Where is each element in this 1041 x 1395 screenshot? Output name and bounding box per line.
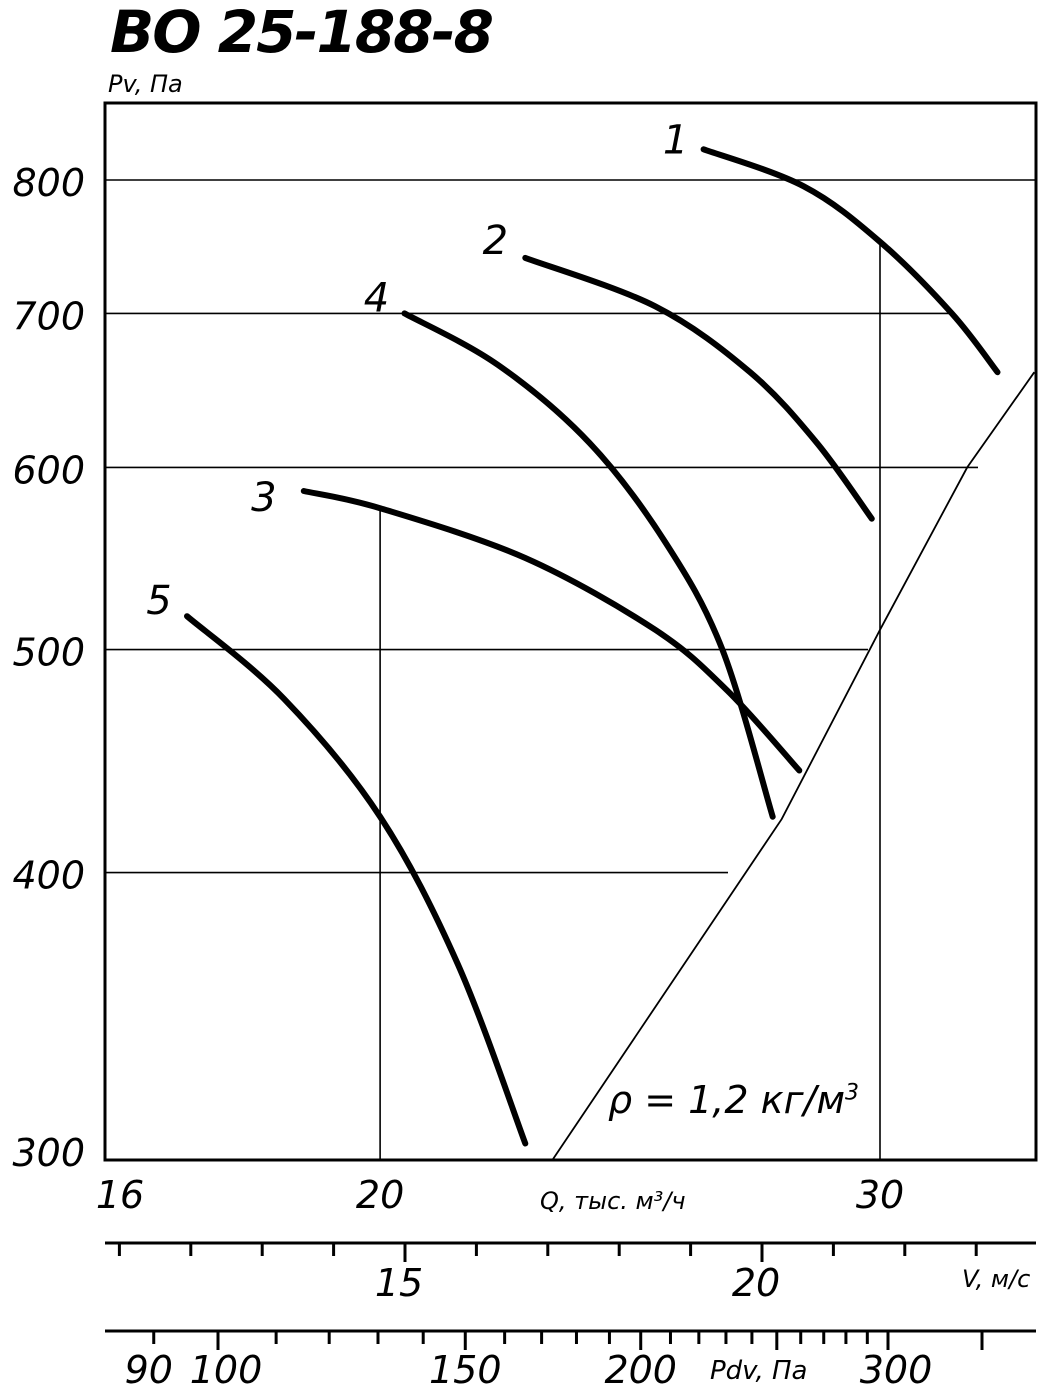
curve-label-4: 4 — [364, 275, 389, 321]
pdv-label-100: 100 — [190, 1348, 263, 1392]
v-axis-label: V, м/с — [962, 1265, 1031, 1293]
y-axis-label: Pv, Па — [108, 70, 183, 98]
chart-title: ВО 25-188-8 — [110, 0, 494, 66]
curve-3 — [300, 488, 803, 774]
pdv-label-90: 90 — [125, 1348, 173, 1392]
x-tick-label-30: 30 — [856, 1173, 904, 1217]
density-annotation: ρ = 1,2 кг/м3 — [608, 1078, 859, 1122]
y-tick-label-500: 500 — [12, 631, 85, 675]
system-characteristic-line — [551, 371, 1036, 1161]
pdv-label-150: 150 — [429, 1348, 502, 1392]
curve-label-1: 1 — [663, 117, 688, 163]
pdv-label-300: 300 — [860, 1348, 933, 1392]
curve-5 — [184, 613, 529, 1147]
curve-label-3: 3 — [251, 475, 276, 521]
density-text: ρ = 1,2 кг/м — [608, 1078, 846, 1122]
plot-frame — [103, 101, 1038, 1162]
x-tick-label-16: 16 — [96, 1173, 144, 1217]
y-tick-label-300: 300 — [12, 1131, 85, 1175]
v-label-15: 15 — [375, 1261, 423, 1305]
y-tick-label-600: 600 — [12, 448, 85, 492]
curve-1 — [700, 146, 1001, 376]
density-exponent: 3 — [845, 1080, 860, 1106]
y-tick-label-400: 400 — [12, 854, 85, 898]
curve-label-5: 5 — [146, 578, 171, 624]
curve-2 — [522, 254, 875, 522]
y-tick-label-700: 700 — [12, 294, 85, 338]
x-tick-label-20: 20 — [356, 1173, 404, 1217]
pdv-axis-label: Pdv, Па — [710, 1356, 808, 1386]
pdv-label-200: 200 — [604, 1348, 677, 1392]
curve-4 — [401, 310, 776, 820]
x-axis-label: Q, тыс. м³/ч — [540, 1187, 686, 1215]
curve-label-2: 2 — [483, 218, 508, 264]
y-tick-label-800: 800 — [12, 161, 85, 205]
v-label-20: 20 — [732, 1261, 780, 1305]
